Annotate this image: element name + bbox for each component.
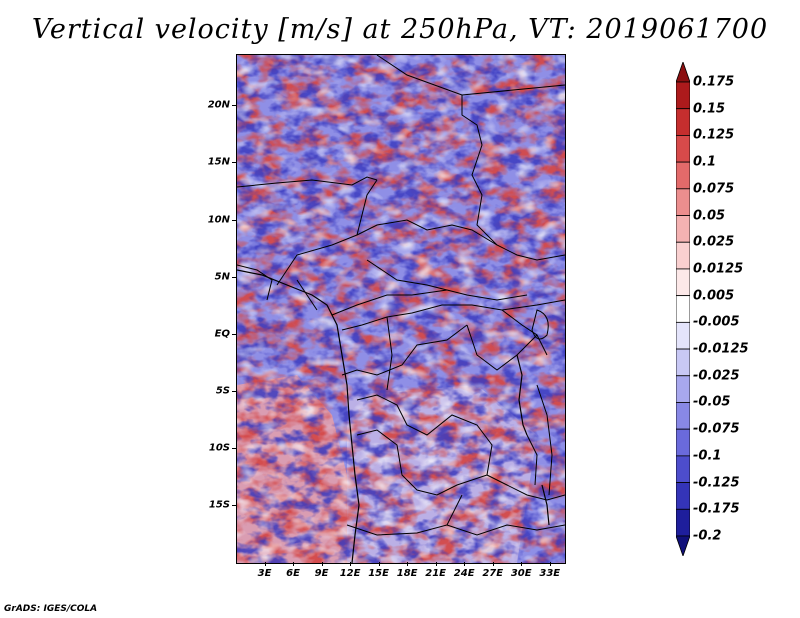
lon-label: 3E	[257, 568, 272, 579]
country-borders	[237, 55, 565, 536]
colorbar-top-arrow	[676, 62, 690, 83]
lon-tick	[521, 562, 523, 566]
colorbar-label: 0.175	[693, 74, 735, 90]
lat-label: 20N	[207, 99, 230, 111]
lat-label: 5S	[215, 385, 230, 397]
colorbar-bin	[676, 508, 690, 537]
colorbar-label: 0.1	[693, 154, 717, 170]
lon-tick	[549, 562, 551, 566]
colorbar-label: 0.025	[693, 234, 735, 250]
lake-tanganyika	[516, 354, 528, 436]
colorbar-bin	[676, 402, 690, 430]
colorbar-bin	[676, 348, 690, 377]
colorbar-label: -0.05	[693, 394, 731, 410]
colorbar-label: -0.125	[693, 475, 740, 491]
colorbar-label: 0.15	[693, 101, 726, 117]
colorbar-label: -0.075	[693, 421, 740, 437]
colorbar-bin	[676, 295, 690, 323]
lon-label: 18E	[396, 568, 418, 579]
colorbar-bin	[676, 428, 690, 457]
lat-tick	[232, 504, 236, 506]
lat-label: EQ	[214, 328, 230, 340]
colorbar-label: 0.075	[693, 181, 735, 197]
lon-tick	[407, 562, 409, 566]
colorbar-label: 0.0125	[693, 261, 744, 277]
colorbar-bin	[676, 268, 690, 297]
lon-label: 12E	[339, 568, 361, 579]
lon-label: 15E	[368, 568, 389, 579]
colorbar	[676, 62, 690, 556]
footer-credit: GrADS: IGES/COLA	[4, 604, 98, 614]
lon-tick	[264, 562, 266, 566]
colorbar-label: 0.05	[693, 208, 726, 224]
colorbar-bin	[676, 135, 690, 163]
lat-label: 5N	[214, 271, 230, 283]
lat-tick	[232, 162, 236, 164]
lat-label: 15S	[208, 499, 230, 511]
lon-label: 30E	[510, 568, 532, 579]
lon-label: 6E	[286, 568, 300, 579]
lat-tick	[232, 219, 236, 221]
colorbar-bin	[676, 161, 690, 190]
lake-malawi	[541, 484, 550, 526]
colorbar-label: 0.005	[693, 288, 735, 304]
colorbar-bin	[676, 455, 690, 483]
colorbar-label: -0.025	[693, 368, 740, 384]
lat-label: 10N	[207, 214, 230, 226]
colorbar-bin	[676, 108, 690, 136]
colorbar-label: 0.125	[693, 127, 735, 143]
colorbar-bin	[676, 241, 690, 270]
lat-label: 15N	[207, 156, 230, 168]
lat-label: 10S	[208, 442, 230, 454]
lon-label: 9E	[314, 568, 329, 579]
colorbar-label: -0.0125	[693, 341, 749, 357]
lon-label: 33E	[539, 568, 561, 579]
lon-tick	[492, 562, 494, 566]
velocity-map	[236, 54, 566, 564]
colorbar-bottom-arrow	[676, 535, 690, 556]
colorbar-bin	[676, 321, 690, 350]
lat-tick	[232, 276, 236, 278]
colorbar-label: -0.175	[693, 501, 740, 517]
lon-label: 24E	[453, 568, 475, 579]
lon-tick	[293, 562, 295, 566]
lon-tick	[378, 562, 380, 566]
colorbar-label: -0.2	[693, 528, 722, 544]
lon-label: 21E	[425, 568, 447, 579]
colorbar-label: -0.005	[693, 314, 740, 330]
colorbar-bin	[676, 375, 690, 403]
colorbar-bin	[676, 482, 690, 510]
coastline	[237, 269, 360, 563]
chart-title: Vertical velocity [m/s] at 250hPa, VT: 2…	[31, 14, 769, 45]
colorbar-label: -0.1	[693, 448, 722, 464]
colorbar-bin	[676, 188, 690, 216]
lake-victoria	[531, 309, 549, 340]
colorbar-bin	[676, 215, 690, 243]
lon-tick	[435, 562, 437, 566]
lon-label: 27E	[482, 568, 504, 579]
lat-tick	[232, 333, 236, 335]
field-neutral	[237, 55, 565, 563]
lon-tick	[321, 562, 323, 566]
lat-tick	[232, 447, 236, 449]
lat-tick	[232, 390, 236, 392]
colorbar-bin	[676, 81, 690, 110]
lon-tick	[464, 562, 466, 566]
lon-tick	[350, 562, 352, 566]
lat-tick	[232, 105, 236, 107]
velocity-field	[237, 55, 565, 563]
